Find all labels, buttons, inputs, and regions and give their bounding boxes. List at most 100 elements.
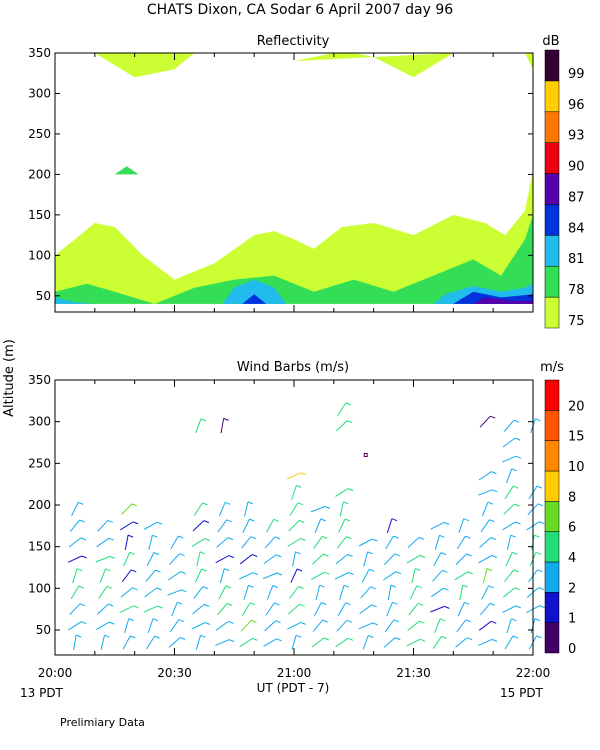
wind-barb-flag xyxy=(346,619,353,623)
wind-barb-flag xyxy=(323,553,329,557)
wind-barb-flag xyxy=(299,520,305,523)
wind-barb xyxy=(168,571,181,581)
wind-barb xyxy=(310,506,326,513)
wind-barb xyxy=(216,537,229,548)
wind-barb xyxy=(291,485,297,500)
wind-barb xyxy=(430,521,445,530)
wind-barb-flag xyxy=(492,489,498,493)
wind-barb-flag xyxy=(300,621,306,625)
wind-barb xyxy=(119,605,134,614)
wind-barb xyxy=(100,635,105,650)
wind-barb xyxy=(217,519,228,533)
wind-barb xyxy=(385,535,394,550)
wind-barb xyxy=(289,502,299,516)
wind-barb-flag xyxy=(178,619,184,623)
wind-barb-flag xyxy=(130,635,136,639)
wind-barb xyxy=(265,602,275,616)
calm-marker xyxy=(363,453,368,457)
colorbar-label: 81 xyxy=(568,252,585,267)
wind-barb-flag xyxy=(490,537,496,540)
wind-barb-flag xyxy=(152,534,158,538)
colorbar-label: 75 xyxy=(568,314,585,329)
wind-barb-flag xyxy=(154,635,160,639)
colorbar-label: 0 xyxy=(568,642,576,657)
wind-barb-flag xyxy=(465,619,471,623)
reflectivity-colorbar: 75 78 81 84 87 90 93 96 99 xyxy=(544,49,585,329)
wind-barb-flag xyxy=(368,635,374,638)
wind-barb-flag xyxy=(202,586,209,590)
wind-barb-flag xyxy=(367,551,373,555)
wind-barb-flag xyxy=(200,634,206,638)
wind-barb-flag xyxy=(392,601,398,605)
wind-barb xyxy=(456,535,466,550)
colorbar-swatch xyxy=(544,235,560,267)
wind-barb xyxy=(481,502,489,517)
wind-barb xyxy=(145,569,156,582)
wind-barb xyxy=(314,518,322,533)
wind-barb-flag xyxy=(229,639,235,643)
y-tick-label: 200 xyxy=(28,498,51,512)
wind-barb xyxy=(215,555,230,564)
wind-barb xyxy=(430,605,445,613)
wind-barb-flag xyxy=(491,638,498,642)
wind-barb-flag xyxy=(514,503,520,507)
wind-barb-flag xyxy=(491,555,497,558)
wind-barb xyxy=(218,502,226,517)
wind-barb xyxy=(217,603,228,616)
wind-barb-flag xyxy=(200,418,207,422)
wind-barb-flag xyxy=(155,569,161,573)
wind-barb xyxy=(482,568,488,584)
reflectivity-plot: 50 100 150 200 250 300 350 xyxy=(28,46,534,313)
wind-barb xyxy=(504,569,515,583)
wind-barb xyxy=(192,604,205,615)
wind-barb xyxy=(478,489,493,496)
wind-barb xyxy=(147,618,154,634)
wind-barb-flag xyxy=(512,635,519,639)
wind-barb xyxy=(67,555,82,563)
wind-barb-flag xyxy=(416,585,422,589)
y-tick-label: 300 xyxy=(28,415,51,429)
wind-barb-flag xyxy=(513,485,519,489)
wind-barb-flag xyxy=(393,535,399,539)
wind-barb-flag xyxy=(465,535,471,539)
wind-barb-flag xyxy=(343,584,350,588)
wind-barb-flag xyxy=(81,621,87,625)
colorbar-swatch xyxy=(544,204,560,236)
wind-barb-flag xyxy=(537,569,543,573)
colorbar-swatch xyxy=(544,142,560,174)
wind-barb xyxy=(191,622,206,630)
colorbar-label: 10 xyxy=(568,460,585,475)
wind-barb-flag xyxy=(321,602,327,605)
colorbar-swatch xyxy=(544,111,560,143)
wind-barb xyxy=(143,521,158,530)
wind-barb xyxy=(386,602,393,617)
wind-barb-flag xyxy=(76,634,82,638)
wind-barb xyxy=(146,552,155,567)
wind-barb-flag xyxy=(274,536,281,540)
wind-barb xyxy=(507,535,512,550)
wind-barb xyxy=(478,471,492,481)
wind-barb-flag xyxy=(510,534,516,538)
colorbar-label: 96 xyxy=(568,98,585,113)
start-local-time: 13 PDT xyxy=(20,686,64,700)
colorbar-swatch xyxy=(544,265,560,298)
altitude-axis-label: Altitude (m) xyxy=(2,339,17,417)
wind-barb xyxy=(241,602,251,616)
wind-barb-flag xyxy=(487,501,494,505)
wind-barb xyxy=(192,520,205,532)
wind-barb-flag xyxy=(249,518,255,522)
wind-barb-flag xyxy=(131,503,138,507)
colorbar-label: 78 xyxy=(568,283,585,298)
reflectivity-contour-84 xyxy=(242,294,267,304)
colorbar-swatch xyxy=(544,80,560,113)
wind-barb xyxy=(99,568,106,583)
wind-barb-flag xyxy=(105,568,111,572)
wind-barb xyxy=(505,552,513,567)
wind-barb-flag xyxy=(252,637,258,641)
wind-barb-flag xyxy=(347,420,353,424)
y-tick-label: 100 xyxy=(28,581,51,595)
wind-barb-flag xyxy=(276,638,282,642)
wind-barb xyxy=(335,488,349,497)
wind-barb xyxy=(240,620,252,632)
wind-barb xyxy=(263,638,277,647)
